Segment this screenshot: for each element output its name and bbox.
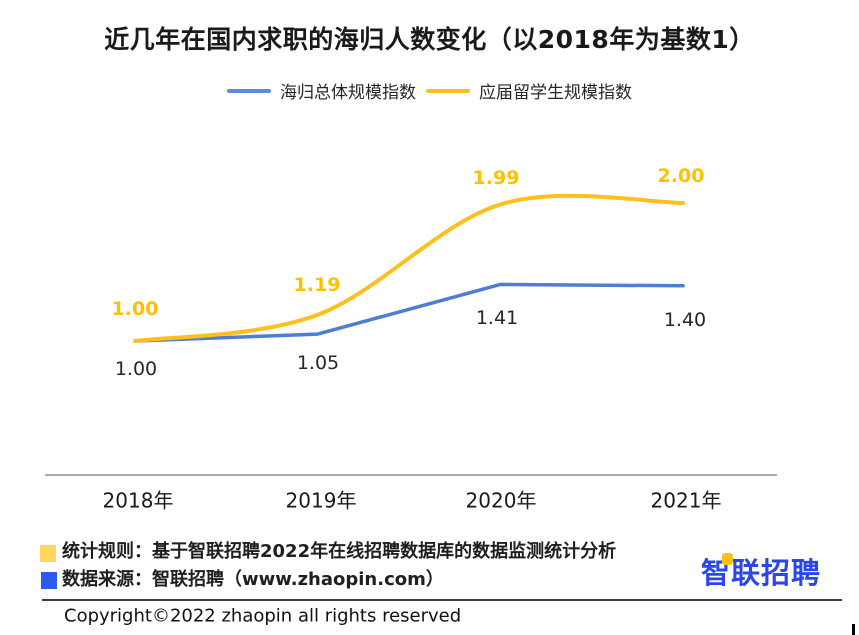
legend-label-overall: 海归总体规模指数: [280, 83, 416, 103]
legend-item-overall: 海归总体规模指数: [227, 78, 416, 103]
data-line-overall-returnees: [133, 282, 685, 343]
zhaopin-logo-accent-icon: [722, 553, 733, 565]
footer-divider-line: [42, 599, 842, 601]
x-axis-label-2018: 2018年: [102, 488, 174, 513]
stat-rule-note: 统计规则：基于智联招聘2022年在线招聘数据库的数据监测统计分析: [62, 541, 617, 562]
zhaopin-logo-text: 智联招聘: [701, 556, 822, 590]
corner-mark: [852, 624, 855, 635]
chart-title: 近几年在国内求职的海归人数变化（以2018年为基数1）: [104, 25, 755, 54]
value-label-overall-2018: 1.00: [114, 358, 158, 380]
value-label-graduates-2021: 2.00: [657, 165, 705, 187]
copyright-text: Copyright©2022 zhaopin all rights reserv…: [64, 605, 462, 627]
value-label-graduates-2018: 1.00: [111, 298, 159, 320]
value-label-graduates-2019: 1.19: [293, 274, 341, 296]
value-label-overall-2020: 1.41: [475, 307, 519, 329]
chart-legend: 海归总体规模指数 应届留学生规模指数: [0, 78, 859, 103]
x-axis-label-2021: 2021年: [650, 488, 722, 513]
legend-item-graduates: 应届留学生规模指数: [426, 78, 632, 103]
x-axis-label-2020: 2020年: [465, 488, 537, 513]
value-label-graduates-2020: 1.99: [472, 167, 520, 189]
data-line-fresh-graduates: [133, 193, 686, 343]
legend-label-graduates: 应届留学生规模指数: [479, 83, 632, 103]
legend-line-swatch-yellow: [426, 88, 470, 93]
x-axis-line: [45, 474, 777, 476]
legend-line-swatch-blue: [227, 88, 271, 93]
data-source-bullet-square: [41, 572, 57, 589]
stat-rule-bullet-square: [40, 545, 56, 562]
value-label-overall-2021: 1.40: [663, 309, 707, 331]
x-axis-label-2019: 2019年: [285, 488, 357, 513]
value-label-overall-2019: 1.05: [296, 352, 340, 374]
data-source-note: 数据来源：智联招聘（www.zhaopin.com）: [62, 569, 444, 590]
zhaopin-logo: 智联招聘: [701, 550, 821, 592]
